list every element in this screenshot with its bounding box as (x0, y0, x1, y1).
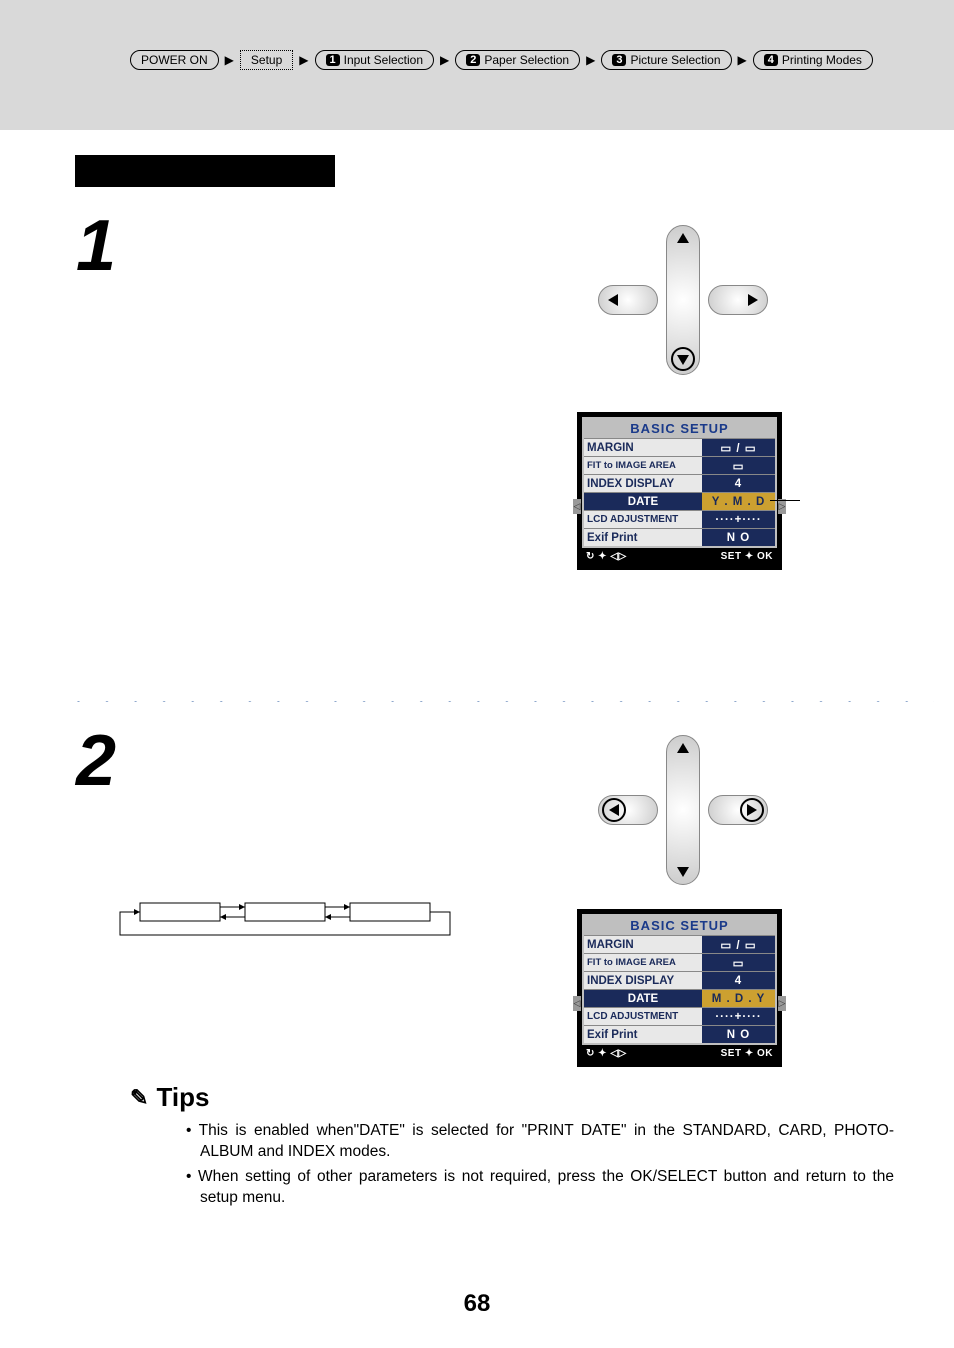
lcd-right-arrow-icon: ▷ (778, 996, 786, 1011)
lcd-left-arrow-icon: ◁ (573, 996, 581, 1011)
lcd-row-highlighted: DATEY . M . D (584, 492, 775, 510)
dpad-left-right (598, 735, 768, 885)
lcd-row: MARGIN▭ / ▭ (584, 438, 775, 456)
lcd-row: LCD ADJUSTMENT····+···· (584, 1007, 775, 1025)
lcd-callout-line (770, 500, 800, 501)
tips-item: When setting of other parameters is not … (186, 1167, 894, 1209)
nav-power: POWER ON (130, 50, 219, 70)
breadcrumb: POWER ON ▶ Setup ▶ 1Input Selection ▶ 2P… (130, 50, 873, 70)
lcd-title: BASIC SETUP (584, 916, 775, 935)
lcd-row: FIT to IMAGE AREA▭ (584, 456, 775, 474)
lcd-screen-2: ◁ ▷ BASIC SETUP MARGIN▭ / ▭ FIT to IMAGE… (577, 909, 782, 1067)
header-band: POWER ON ▶ Setup ▶ 1Input Selection ▶ 2P… (0, 0, 954, 130)
lcd-title: BASIC SETUP (584, 419, 775, 438)
page-number: 68 (0, 1290, 954, 1318)
cycle-diagram (110, 895, 460, 943)
dpad-up-down (598, 225, 768, 375)
lcd-row: INDEX DISPLAY4 (584, 971, 775, 989)
lcd-right-arrow-icon: ▷ (778, 499, 786, 514)
tips-section: ✎ Tips This is enabled when"DATE" is sel… (130, 1082, 894, 1213)
nav-step-1: 1Input Selection (315, 50, 435, 70)
step-number-2: 2 (76, 720, 116, 802)
chevron-right-icon: ▶ (225, 53, 234, 67)
lcd-row: FIT to IMAGE AREA▭ (584, 953, 775, 971)
nav-step-2: 2Paper Selection (455, 50, 580, 70)
chevron-right-icon: ▶ (586, 53, 595, 67)
chevron-right-icon: ▶ (440, 53, 449, 67)
pencil-icon: ✎ (130, 1085, 148, 1111)
lcd-row: Exif PrintN O (584, 528, 775, 546)
lcd-row-highlighted: DATEM . D . Y (584, 989, 775, 1007)
lcd-footer: ↻ ✦ ◁▷ SET ✦ OK (582, 548, 777, 565)
dotted-divider: • • • • • • • • • • • • • • • • • • • • … (75, 694, 934, 702)
step-number-1: 1 (76, 205, 116, 287)
lcd-screen-1: ◁ ▷ BASIC SETUP MARGIN▭ / ▭ FIT to IMAGE… (577, 412, 782, 570)
lcd-row: INDEX DISPLAY4 (584, 474, 775, 492)
lcd-footer: ↻ ✦ ◁▷ SET ✦ OK (582, 1045, 777, 1062)
nav-step-4: 4Printing Modes (753, 50, 873, 70)
nav-step-3: 3Picture Selection (601, 50, 731, 70)
lcd-row: LCD ADJUSTMENT····+···· (584, 510, 775, 528)
chevron-right-icon: ▶ (299, 53, 308, 67)
lcd-row: MARGIN▭ / ▭ (584, 935, 775, 953)
nav-setup: Setup (240, 50, 293, 70)
section-title-bar (75, 155, 335, 187)
chevron-right-icon: ▶ (738, 53, 747, 67)
lcd-row: Exif PrintN O (584, 1025, 775, 1043)
tips-title: Tips (156, 1082, 209, 1113)
lcd-left-arrow-icon: ◁ (573, 499, 581, 514)
tips-item: This is enabled when"DATE" is selected f… (186, 1121, 894, 1163)
